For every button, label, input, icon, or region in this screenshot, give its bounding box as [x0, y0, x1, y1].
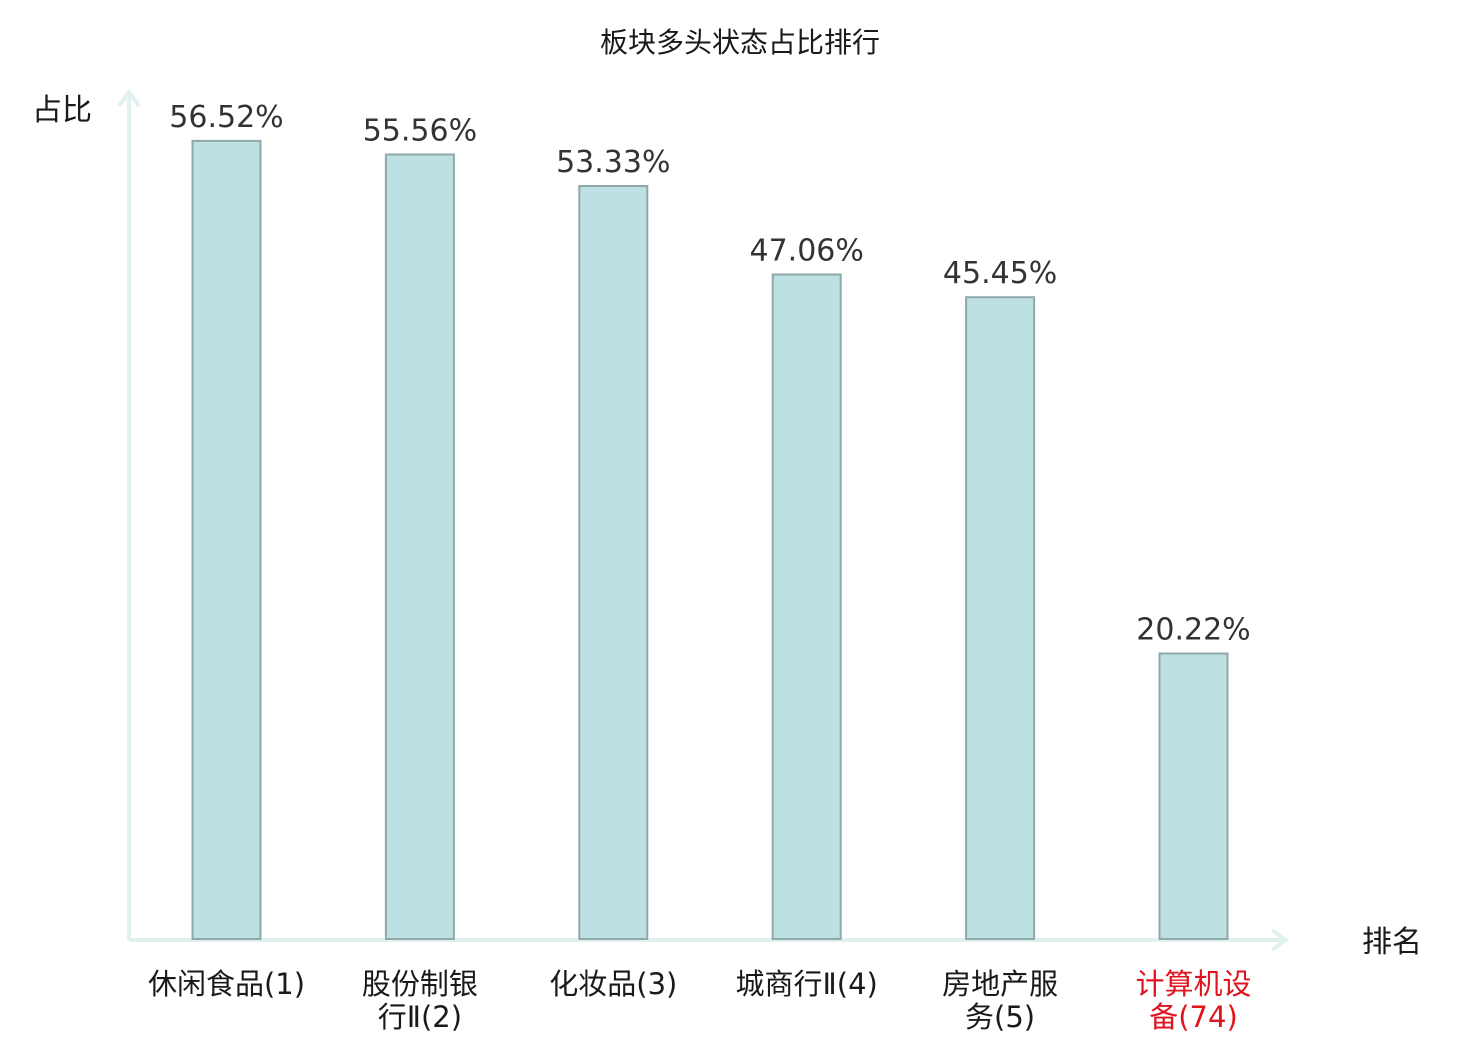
- category-label-line: 行Ⅱ(2): [378, 1000, 462, 1034]
- category-label-line: 休闲食品(1): [148, 967, 305, 1001]
- category-label-3: 化妆品(3): [549, 967, 677, 1001]
- y-axis-label: 占比: [32, 93, 92, 128]
- category-label-2: 股份制银行Ⅱ(2): [362, 967, 478, 1034]
- category-label-6: 计算机设备(74): [1135, 967, 1251, 1034]
- bar-2: [384, 153, 455, 940]
- category-label-5: 房地产服务(5): [942, 967, 1058, 1034]
- value-labels: 56.52% 55.56% 53.33% 47.06% 45.45% 20.22%: [169, 100, 1250, 648]
- value-label-6: 20.22%: [1136, 613, 1250, 648]
- x-axis-label: 排名: [1362, 925, 1422, 960]
- category-label-line: 城商行Ⅱ(4): [736, 967, 878, 1001]
- bars: [191, 139, 1229, 940]
- value-label-5: 45.45%: [943, 256, 1057, 291]
- value-label-1: 56.52%: [169, 100, 283, 135]
- bar-5: [965, 296, 1036, 940]
- category-label-1: 休闲食品(1): [148, 967, 305, 1001]
- category-label-4: 城商行Ⅱ(4): [736, 967, 878, 1001]
- category-label-line: 备(74): [1149, 1000, 1238, 1034]
- bar-3: [578, 185, 649, 940]
- bar-6: [1158, 652, 1229, 940]
- value-label-4: 47.06%: [750, 234, 864, 269]
- category-labels: 休闲食品(1) 股份制银行Ⅱ(2) 化妆品(3) 城商行Ⅱ(4) 房地产服务(5) 计算机…: [148, 967, 1252, 1034]
- category-label-line: 化妆品(3): [549, 967, 677, 1001]
- category-label-line: 计算机设: [1135, 967, 1251, 1001]
- category-label-line: 务(5): [965, 1000, 1035, 1034]
- category-label-line: 股份制银: [362, 967, 478, 1001]
- value-label-3: 53.33%: [556, 145, 670, 180]
- chart-title: 板块多头状态占比排行: [600, 26, 880, 59]
- bar-4: [771, 273, 842, 940]
- category-label-line: 房地产服: [942, 967, 1058, 1001]
- bar-1: [191, 139, 262, 940]
- y-axis: [117, 88, 141, 940]
- x-axis: [129, 928, 1290, 952]
- value-label-2: 55.56%: [363, 114, 477, 149]
